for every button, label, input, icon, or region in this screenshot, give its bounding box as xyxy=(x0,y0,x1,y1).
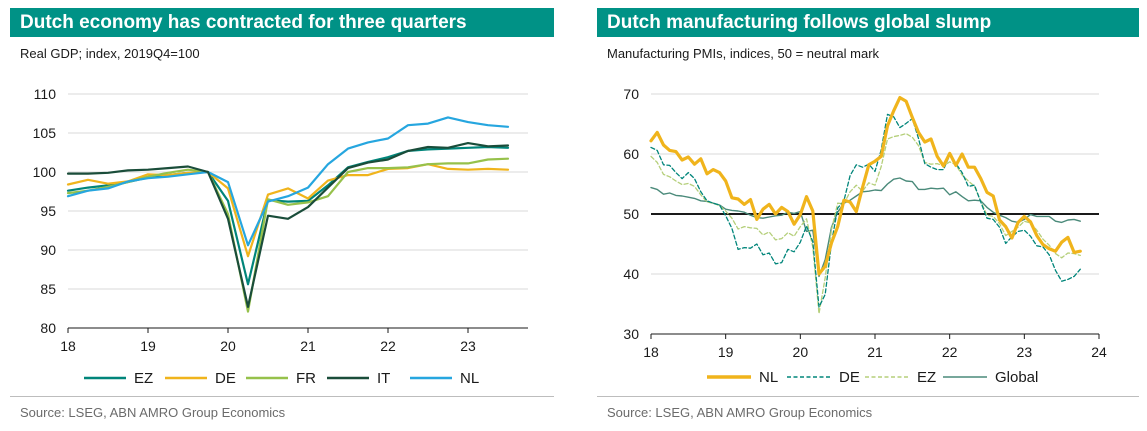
x-tick-label: 21 xyxy=(300,338,316,354)
chart-subtitle: Manufacturing PMIs, indices, 50 = neutra… xyxy=(607,46,880,61)
x-tick-label: 23 xyxy=(460,338,476,354)
y-tick-label: 80 xyxy=(40,320,56,336)
x-tick-label: 19 xyxy=(140,338,156,354)
y-tick-label: 110 xyxy=(34,86,57,102)
legend-label-global: Global xyxy=(995,369,1038,386)
x-tick-label: 21 xyxy=(867,344,883,360)
divider xyxy=(10,396,554,397)
series-line-it xyxy=(66,141,510,308)
x-tick-label: 22 xyxy=(942,344,958,360)
y-tick-label: 105 xyxy=(33,125,57,141)
series-line-nl xyxy=(66,116,510,247)
gdp-panel: Dutch economy has contracted for three q… xyxy=(0,0,560,431)
pmi-line-chart: 30 40 50 60 70 18 19 20 21 22 23 24 NL DE EZ Global xyxy=(623,86,1107,386)
x-tick-label: 23 xyxy=(1017,344,1033,360)
y-tick-label: 100 xyxy=(33,164,57,180)
y-tick-label: 60 xyxy=(623,146,639,162)
x-tick-label: 19 xyxy=(718,344,734,360)
legend-label-ez: EZ xyxy=(917,369,936,386)
source-note: Source: LSEG, ABN AMRO Group Economics xyxy=(607,405,873,420)
legend-label-ez: EZ xyxy=(134,370,153,387)
x-tick-label: 18 xyxy=(643,344,659,360)
x-tick-label: 18 xyxy=(60,338,76,354)
y-tick-label: 40 xyxy=(623,266,639,282)
legend-label-fr: FR xyxy=(296,370,316,387)
legend-label-nl: NL xyxy=(759,369,778,386)
y-tick-label: 70 xyxy=(623,86,639,102)
x-tick-label: 22 xyxy=(380,338,396,354)
chart-subtitle: Real GDP; index, 2019Q4=100 xyxy=(20,46,200,61)
legend-label-de: DE xyxy=(215,370,236,387)
series-line-global xyxy=(650,177,1081,278)
y-tick-label: 95 xyxy=(40,203,56,219)
chart-title: Dutch manufacturing follows global slump xyxy=(597,8,1139,37)
legend-label-nl: NL xyxy=(460,370,479,387)
source-note: Source: LSEG, ABN AMRO Group Economics xyxy=(20,405,286,420)
series-line-nl xyxy=(649,96,1082,276)
legend-label-it: IT xyxy=(377,370,390,387)
series-line-de xyxy=(66,163,510,258)
legend-label-de: DE xyxy=(839,369,860,386)
y-tick-label: 50 xyxy=(623,206,639,222)
y-tick-label: 85 xyxy=(40,281,56,297)
y-tick-label: 30 xyxy=(623,326,639,342)
x-tick-label: 20 xyxy=(793,344,809,360)
pmi-panel: Dutch manufacturing follows global slump… xyxy=(587,0,1147,431)
x-tick-label: 24 xyxy=(1091,344,1107,360)
y-tick-label: 90 xyxy=(40,242,56,258)
series-line-de xyxy=(650,113,1081,308)
series-line-ez xyxy=(650,132,1081,315)
x-tick-label: 20 xyxy=(220,338,236,354)
divider xyxy=(597,396,1139,397)
gdp-line-chart: 80 85 90 95 100 105 110 18 19 20 21 22 23 EZ DE FR IT NL xyxy=(33,86,528,387)
chart-title: Dutch economy has contracted for three q… xyxy=(10,8,554,37)
